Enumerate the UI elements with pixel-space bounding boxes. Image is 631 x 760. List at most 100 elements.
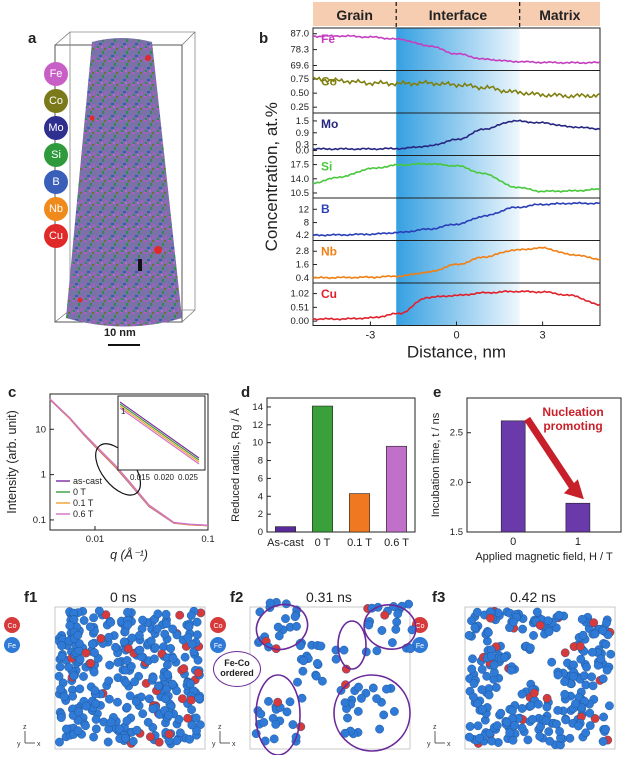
atom	[86, 658, 96, 668]
atom	[590, 629, 600, 639]
atom	[134, 631, 144, 640]
saxs-y-title: Intensity (arb. unit)	[5, 410, 19, 514]
panel-f: Co Fe Co Fe Co Fe x z y x z y x z y f1 f2 f3 0 ns 0.31…	[0, 585, 631, 756]
atom	[73, 630, 83, 640]
saxs-legend-label: 0.6 T	[73, 509, 94, 519]
ordered-cluster-outline	[255, 603, 309, 651]
atom	[288, 720, 298, 730]
panel-c: c 10 1 0.1 0.01 0.1 q (Å⁻¹) Intensity (arb. un…	[0, 380, 225, 565]
incubation-y-title: Incubation time, t / ns	[430, 412, 442, 517]
radius-category-label: 0 T	[315, 537, 331, 549]
atom	[317, 676, 327, 686]
row-label-nb: Nb	[321, 245, 337, 259]
atom	[54, 671, 64, 681]
atom	[193, 668, 203, 678]
atom	[161, 609, 171, 619]
radius-y-title: Reduced radius, Rg / Å	[229, 407, 242, 521]
region-label-interface: Interface	[429, 7, 488, 23]
sim-box	[464, 606, 616, 750]
triad-x-label: x	[232, 741, 236, 748]
inset-x-tick-label: 0.015	[130, 473, 151, 482]
atom	[377, 626, 387, 635]
atom	[274, 631, 284, 641]
saxs-legend-label: 0 T	[73, 487, 86, 497]
atom	[468, 654, 477, 664]
inset-series-line	[119, 401, 200, 459]
atom	[588, 681, 598, 691]
inset-series-line	[119, 405, 200, 463]
atom	[115, 724, 124, 734]
atom	[473, 721, 483, 731]
atom	[535, 621, 545, 630]
radius-y-tick-label: 0	[258, 527, 263, 538]
incubation-frame	[466, 397, 622, 533]
saxs-legend-label: 0.1 T	[73, 498, 94, 508]
row-tick-label-cu: 1.02	[291, 289, 310, 300]
atom	[380, 610, 390, 620]
row-label-cu: Cu	[321, 287, 337, 301]
atom	[101, 610, 111, 620]
atom	[353, 707, 363, 716]
atom	[271, 719, 281, 729]
saxs-y-tick-label: 0.1	[33, 515, 46, 526]
atom	[517, 723, 527, 733]
panel-e: e 2.5 2.0 1.5 0 1 Nucleation promoting Applied …	[425, 380, 631, 565]
atom	[148, 704, 158, 714]
radius-y-tick-label: 10	[252, 438, 263, 449]
atom	[547, 657, 557, 667]
atom	[59, 692, 69, 702]
fe-co-ordered-text: Fe-Co ordered	[220, 658, 254, 678]
panel-label-d: d	[241, 384, 251, 401]
atom	[172, 736, 182, 746]
saxs-series-line	[49, 398, 209, 526]
snapshot-label-2: 0.42 ns	[510, 589, 556, 605]
scale-bar-label: 10 nm	[104, 327, 136, 339]
atom	[470, 623, 480, 633]
atom	[487, 736, 497, 746]
saxs-y-tick-label: 1	[41, 470, 46, 481]
atom	[154, 737, 164, 747]
atom	[298, 666, 308, 676]
atom	[505, 728, 515, 738]
atom	[483, 628, 493, 637]
atom	[168, 679, 177, 689]
saxs-x-tick-label: 0.01	[86, 534, 105, 545]
radius-y-tick-label: 6	[258, 473, 263, 484]
atom	[75, 684, 85, 694]
atom	[81, 648, 91, 658]
saxs-frame	[49, 393, 209, 531]
atom	[602, 665, 612, 675]
atom	[510, 721, 520, 730]
atom	[113, 697, 122, 707]
atom	[575, 642, 585, 651]
legend-element-cu: Cu	[44, 224, 68, 248]
atom	[469, 679, 479, 689]
atom-cloud	[66, 38, 182, 327]
atom	[379, 710, 389, 720]
atom	[111, 642, 120, 652]
row-label-si: Si	[321, 160, 332, 174]
atom	[69, 615, 79, 624]
annotation-line-2: promoting	[543, 419, 602, 433]
row-label-co: Co	[321, 75, 337, 89]
atom	[128, 736, 138, 746]
atom	[486, 651, 496, 661]
row-tick-label-mo: 0.3	[296, 140, 309, 151]
atom	[132, 725, 142, 735]
atom	[79, 672, 88, 681]
atom	[160, 694, 170, 704]
atom	[75, 654, 85, 664]
atom	[90, 686, 100, 695]
row-tick-label-co: 0.50	[291, 88, 310, 99]
atom	[122, 702, 132, 712]
atom-legend-label: Co	[416, 623, 425, 630]
saxs-legend-label: as-cast	[73, 476, 103, 486]
atom	[339, 645, 349, 655]
atom	[55, 737, 64, 747]
atom	[131, 697, 141, 707]
atom	[172, 686, 182, 696]
atom	[316, 641, 326, 651]
atom	[265, 598, 275, 608]
atom	[574, 721, 583, 731]
atom	[585, 708, 595, 718]
